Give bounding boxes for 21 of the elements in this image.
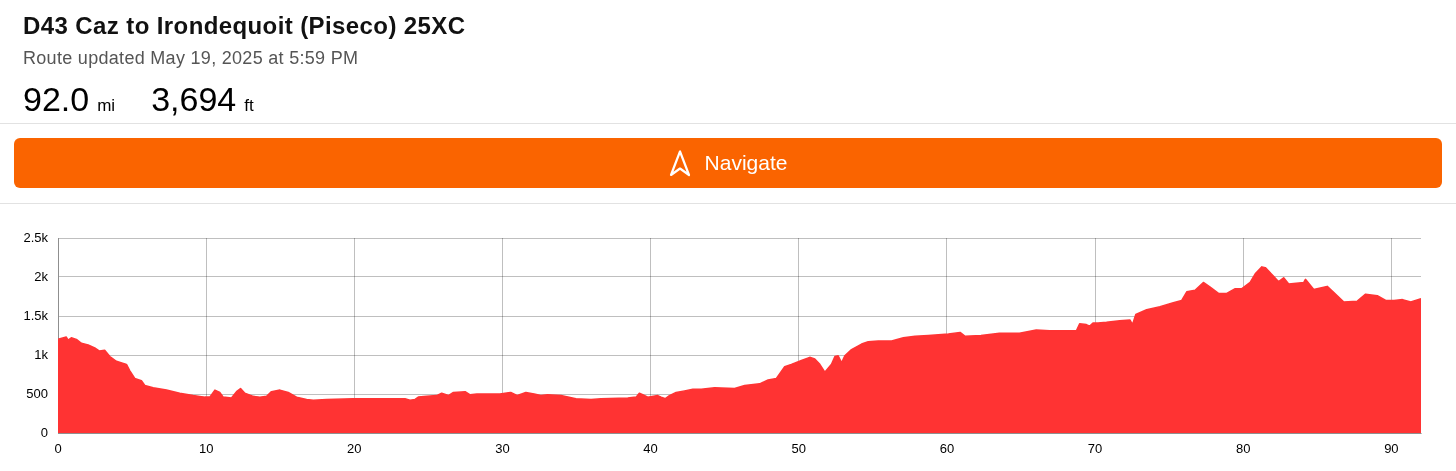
x-tick-label: 20 xyxy=(347,441,362,457)
chart-subtitle: Route updated May 19, 2025 at 5:59 PM xyxy=(23,48,359,69)
x-tick-label: 90 xyxy=(1384,441,1399,457)
x-tick-label: 50 xyxy=(791,441,806,457)
x-tick-label: 10 xyxy=(198,441,214,457)
y-tick-label: 500 xyxy=(26,385,48,401)
y-tick-label: 2k xyxy=(34,268,49,284)
y-tick-label: 1.5k xyxy=(23,307,49,323)
text: 92.0 mi xyxy=(23,80,116,118)
x-tick-label: 60 xyxy=(939,441,955,457)
text: Navigate xyxy=(704,151,788,175)
y-tick-label: 0 xyxy=(40,424,48,440)
x-tick-label: 70 xyxy=(1087,441,1103,457)
text: 3,694 ft xyxy=(151,80,254,118)
x-tick-label: 0 xyxy=(54,441,62,457)
x-tick-label: 80 xyxy=(1235,441,1251,457)
chart-title: D43 Caz to Irondequoit (Piseco) 25XC xyxy=(23,12,466,40)
y-tick-label: 1k xyxy=(34,346,49,362)
y-tick-label: 2.5k xyxy=(23,229,49,245)
x-tick-label: 30 xyxy=(495,441,510,457)
x-tick-label: 40 xyxy=(643,441,658,457)
